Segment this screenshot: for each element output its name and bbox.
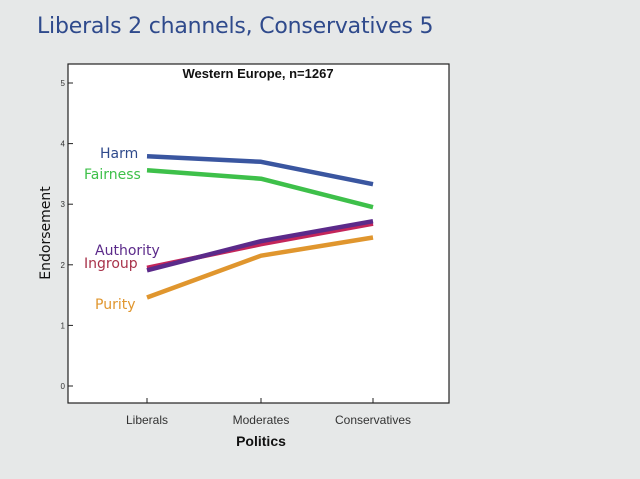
y-tick-label: 4 xyxy=(61,140,66,149)
series-label-fairness: Fairness xyxy=(84,167,141,183)
series-label-ingroup: Ingroup xyxy=(84,256,138,272)
y-tick-label: 3 xyxy=(61,200,66,209)
y-tick-label: 1 xyxy=(61,321,66,330)
x-tick-label-conservatives: Conservatives xyxy=(335,413,411,427)
y-axis-title: Endorsement xyxy=(38,186,54,280)
plot-area xyxy=(67,63,450,404)
chart-title: Western Europe, n=1267 xyxy=(182,66,333,81)
y-tick-label: 5 xyxy=(61,79,66,88)
y-tick-label: 2 xyxy=(61,261,66,270)
series-label-authority: Authority xyxy=(95,243,160,259)
series-label-harm: Harm xyxy=(100,146,138,162)
series-line-fairness xyxy=(146,168,374,210)
x-tick-label-moderates: Moderates xyxy=(233,413,290,427)
series-line-authority xyxy=(146,218,374,273)
series-label-purity: Purity xyxy=(95,297,136,313)
y-tick-label: 0 xyxy=(61,382,66,391)
x-axis-title: Politics xyxy=(236,433,286,449)
slide-title: Liberals 2 channels, Conservatives 5 xyxy=(37,14,434,39)
series-line-purity xyxy=(146,235,374,300)
x-tick-label-liberals: Liberals xyxy=(126,413,168,427)
series-line-harm xyxy=(146,154,374,187)
